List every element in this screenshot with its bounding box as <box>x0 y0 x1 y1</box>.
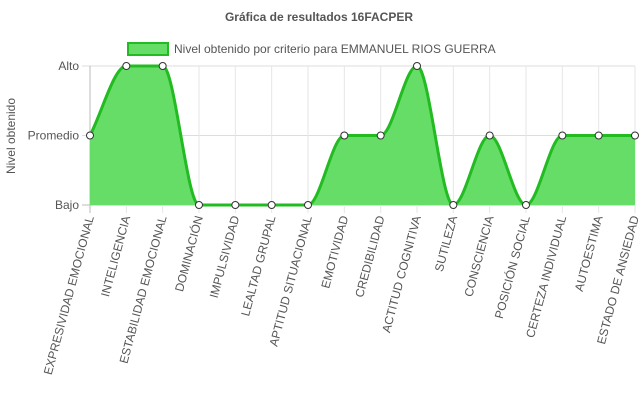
legend-swatch <box>127 42 169 56</box>
data-point[interactable] <box>86 131 94 140</box>
data-point[interactable] <box>340 131 349 140</box>
data-point[interactable] <box>231 201 240 209</box>
series-layer <box>88 64 635 207</box>
data-point[interactable] <box>304 201 312 209</box>
data-point[interactable] <box>522 201 530 209</box>
y-axis-ticks: Bajo Promedio Alto <box>28 59 80 212</box>
x-tick-label: EXPRESIVIDAD EMOCIONAL <box>41 214 97 376</box>
x-tick-label: IMPULSIVIDAD <box>207 214 243 300</box>
x-axis-ticks: EXPRESIVIDAD EMOCIONAL INTELIGENCIAESTABI… <box>41 214 639 377</box>
x-tick-label: DOMINACIÓN <box>171 214 206 293</box>
data-point[interactable] <box>267 201 276 209</box>
x-tick-label: AUTOESTIMA <box>572 214 606 293</box>
legend[interactable]: Nivel obtenido por criterio para EMMANUE… <box>127 42 496 56</box>
y-tick-label: Bajo <box>55 198 79 212</box>
data-point[interactable] <box>631 131 639 140</box>
series-line <box>88 64 635 207</box>
data-point[interactable] <box>376 131 385 140</box>
y-tick-label: Promedio <box>28 129 80 143</box>
x-tick-label: SUTILEZA <box>432 214 460 273</box>
x-tick-label: EMOTIVIDAD <box>318 214 351 290</box>
data-point[interactable] <box>413 62 421 70</box>
y-axis-title: Nivel obtenido <box>4 98 18 174</box>
x-tick-label: POSICIÓN SOCIAL <box>491 214 533 321</box>
data-point[interactable] <box>485 131 494 140</box>
data-points <box>86 62 639 209</box>
y-tick-label: Alto <box>58 59 79 73</box>
x-tick-label: LEALTAD GRUPAL <box>238 214 278 318</box>
x-tick-label: CERTEZA INDIVIDUAL <box>523 214 569 339</box>
x-tick-label: INTELIGENCIA <box>98 214 133 298</box>
x-tick-label: CREDIBILIDAD <box>352 214 387 299</box>
data-point[interactable] <box>122 62 131 70</box>
data-point[interactable] <box>195 201 203 209</box>
chart-title: Gráfica de resultados 16FACPER <box>225 10 413 24</box>
data-point[interactable] <box>558 131 567 140</box>
data-point[interactable] <box>158 62 167 70</box>
data-point[interactable] <box>594 131 603 140</box>
legend-label: Nivel obtenido por criterio para EMMANUE… <box>174 42 496 56</box>
data-point[interactable] <box>449 201 458 209</box>
x-tick-label: CONSCIENCIA <box>461 214 496 298</box>
x-tick-label: ACTITUD COGNITIVA <box>379 214 424 334</box>
